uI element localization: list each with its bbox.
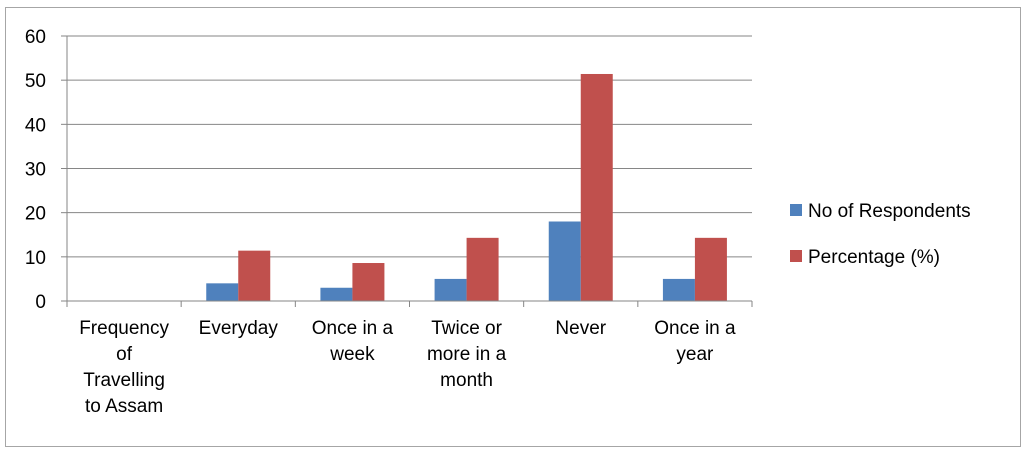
bars <box>206 73 727 301</box>
legend: No of Respondents Percentage (%) <box>790 201 971 268</box>
legend-swatch-0 <box>790 204 802 216</box>
y-tick-labels: 0 10 20 30 40 50 60 <box>25 27 46 313</box>
axes <box>61 35 753 307</box>
bar-series1-cat2 <box>352 263 385 301</box>
legend-swatch-1 <box>790 250 802 262</box>
y-tick-label-10: 10 <box>25 248 46 269</box>
y-tick-label-20: 20 <box>25 204 46 225</box>
y-tick-label-60: 60 <box>25 27 46 48</box>
x-category-label-0: Frequency of Travelling to Assam <box>79 318 169 417</box>
y-tick-label-50: 50 <box>25 71 46 92</box>
bar-series0-cat2 <box>320 287 353 301</box>
x-category-label-4: Never <box>555 318 606 339</box>
x-category-label-2: Once in a week <box>312 318 394 365</box>
bar-series0-cat5 <box>662 278 695 301</box>
x-category-label-3: Twice or more in a month <box>427 318 507 391</box>
bar-series1-cat3 <box>466 237 499 301</box>
bar-series0-cat4 <box>548 221 581 301</box>
x-category-labels: Frequency of Travelling to Assam Everyday Onc… <box>79 318 736 417</box>
y-tick-label-0: 0 <box>35 292 46 313</box>
bar-series1-cat4 <box>580 73 613 301</box>
legend-label-0: No of Respondents <box>808 201 971 222</box>
x-category-label-1: Everyday <box>199 318 279 339</box>
legend-label-1: Percentage (%) <box>808 247 940 268</box>
bar-series1-cat1 <box>238 250 271 301</box>
y-tick-label-40: 40 <box>25 115 46 136</box>
y-tick-label-30: 30 <box>25 160 46 181</box>
x-category-label-5: Once in a year <box>654 318 736 365</box>
bar-series0-cat1 <box>206 283 239 301</box>
bar-series0-cat3 <box>434 278 467 301</box>
bar-series1-cat5 <box>694 237 727 301</box>
gridlines <box>67 35 752 258</box>
